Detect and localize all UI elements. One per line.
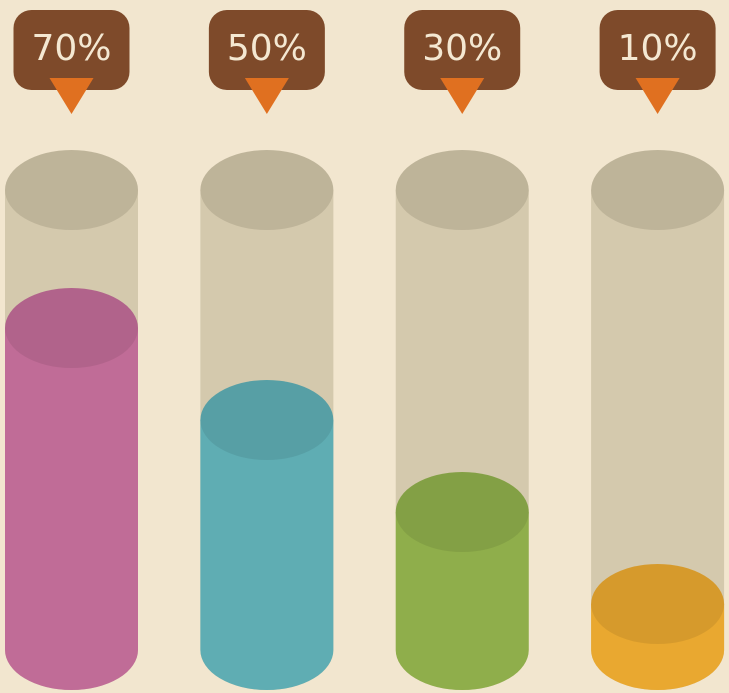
label-pointer (635, 78, 680, 114)
empty-cylinder-top (5, 150, 138, 230)
label-pointer (49, 78, 94, 114)
empty-cylinder-top (591, 150, 725, 230)
cylinder-top (200, 380, 334, 460)
label-badge (599, 10, 716, 90)
empty-cylinder-top (200, 150, 334, 230)
cylinder-top-shade (591, 564, 725, 644)
empty-cylinder-top-shade (395, 150, 529, 230)
cylinder-body (200, 420, 334, 690)
cylinder-top-shade (5, 288, 138, 368)
cylinder-top (5, 288, 138, 368)
empty-cylinder-top (395, 150, 529, 230)
label-pointer (244, 78, 289, 114)
empty-cylinder-top-shade (591, 150, 725, 230)
empty-cylinder-top-tint (395, 150, 529, 230)
empty-cylinder-body (591, 190, 725, 690)
value-label: 70% (31, 28, 111, 69)
empty-cylinder-top-shade (200, 150, 334, 230)
cylinder-top (591, 564, 725, 644)
value-label: 30% (422, 28, 502, 69)
cylinder-top (395, 472, 529, 552)
label-pointer (440, 78, 485, 114)
empty-cylinder-top-shade (5, 150, 138, 230)
empty-cylinder-top-tint (200, 150, 334, 230)
label-badge (404, 10, 521, 90)
value-label: 50% (227, 28, 307, 69)
cylinder-body (5, 328, 138, 690)
value-label: 10% (618, 28, 698, 69)
cylinder-top-shade (200, 380, 334, 460)
label-badge (208, 10, 325, 90)
cylinder-body (395, 512, 529, 690)
label-badge (13, 10, 130, 90)
empty-cylinder-top-tint (591, 150, 725, 230)
cylinder-top-shade (395, 472, 529, 552)
empty-cylinder-top-tint (5, 150, 138, 230)
